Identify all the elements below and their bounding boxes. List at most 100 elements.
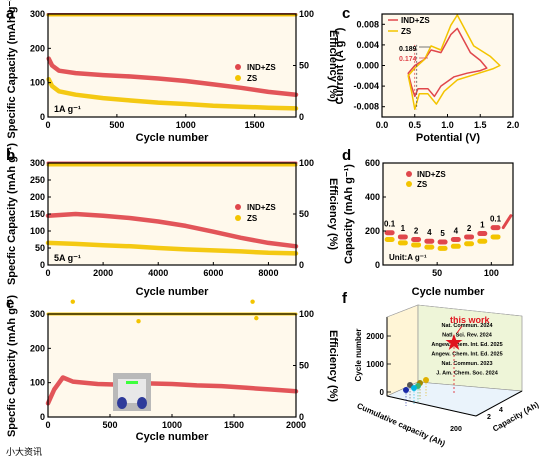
y-tick-label: 200 xyxy=(30,192,45,202)
y-tick-label: 0.000 xyxy=(356,61,379,71)
panel-d-series-layer: 0.1 1 2 4 5 4 2 10.1 xyxy=(384,214,513,251)
reference-label: Angew. Chem. Int. Ed. 2025 xyxy=(431,342,502,348)
panel-f-label: f xyxy=(342,290,348,307)
panel-f-this-work-label: this work xyxy=(450,315,491,325)
panel-f-reference-layer: Nat. Commun. 2024 Natl. Sci. Rev. 2024 Ang… xyxy=(403,323,503,406)
panel-c-label: c xyxy=(342,5,350,22)
rate-step-label: 4 xyxy=(454,227,459,236)
y-tick-label: 0 xyxy=(40,412,45,422)
reference-label: J. Am. Chem. Soc. 2024 xyxy=(436,371,498,377)
x-tick-label: 4000 xyxy=(148,268,168,278)
x-tick-label: 0.0 xyxy=(376,120,389,130)
panel-a-y2label: Efficiency (%) xyxy=(327,30,339,102)
panel-b-label: b xyxy=(6,147,15,164)
panel-a-legend-ind: IND+ZS xyxy=(247,63,276,72)
panel-f-zlabel: Cycle number xyxy=(354,329,363,382)
x-tick-label: 0.5 xyxy=(408,120,421,130)
panel-f: 0 1000 2000 200 2 4 Nat. Commun. 2024 Natl. Sc… xyxy=(342,290,541,448)
panel-c-series-layer xyxy=(407,14,501,111)
rate-segment-ind-zs xyxy=(397,234,408,240)
x-tick-label: 50 xyxy=(432,268,442,278)
z-tick-label: 0 xyxy=(380,388,385,397)
cell-photo-inset xyxy=(113,373,151,411)
panel-e-ylabel: Specfic Capacity (mAh g⁻¹) xyxy=(6,295,18,437)
cv-curve-zs xyxy=(407,14,501,111)
rate-segment-ind-zs xyxy=(450,237,461,242)
panel-d-legend-zs-marker xyxy=(406,181,412,187)
y-tick-label: 250 xyxy=(30,175,45,185)
panel-a-ticks: 0 500 1000 1500 0 100 200 300 0 50 100 xyxy=(30,9,314,130)
efficiency-outlier-point xyxy=(250,299,255,304)
a-series-ind-zs xyxy=(46,56,299,97)
x-tick-label: 6000 xyxy=(203,268,223,278)
y2-tick-label: 100 xyxy=(299,9,314,19)
rate-step-label: 1 xyxy=(401,224,406,233)
y-tick-label: 0.008 xyxy=(356,19,379,29)
y-tick-label: 0.004 xyxy=(356,40,379,50)
panel-c-legend-zs: ZS xyxy=(401,27,412,36)
x-tick-label: 1.5 xyxy=(474,120,487,130)
y2-tick-label: 50 xyxy=(299,209,309,219)
y-tick-label: 300 xyxy=(30,9,45,19)
rate-segment-ind-zs xyxy=(477,231,488,237)
reference-marker xyxy=(423,377,429,383)
y-tick-label: 300 xyxy=(30,158,45,168)
rate-step-label: 4 xyxy=(427,228,432,237)
panel-b-xlabel: Cycle number xyxy=(136,286,209,298)
x-tick-label: 500 xyxy=(102,420,117,430)
y-tick-label: 50 xyxy=(35,243,45,253)
rate-segment-zs xyxy=(477,238,488,244)
x-tick-label: 500 xyxy=(109,120,124,130)
rate-segment-ind-zs xyxy=(424,238,435,244)
rate-segment-zs xyxy=(490,234,501,240)
y-tick-label: 300 xyxy=(30,309,45,319)
panel-d-ylabel: Capacity (mAh g⁻¹) xyxy=(343,164,355,264)
panel-f-x-axis xyxy=(386,395,477,417)
reference-label: Natl. Sci. Rev. 2024 xyxy=(442,333,493,339)
panel-f-back-wall-left xyxy=(386,304,419,397)
y-tick-label: 400 xyxy=(365,192,380,202)
panel-e-y2label: Efficiency (%) xyxy=(327,330,339,402)
y-tick-label: 200 xyxy=(365,226,380,236)
x-tick-label: 8000 xyxy=(258,268,278,278)
panel-e-label: e xyxy=(6,295,14,312)
a-series-zs xyxy=(46,76,299,111)
rate-segment-ind-zs xyxy=(490,225,501,231)
panel-b-ylabel: Specfic Capacity (mAh g⁻¹) xyxy=(6,143,18,285)
cell-photo-glove-left xyxy=(117,397,127,409)
y-tick-label: -0.004 xyxy=(353,81,379,91)
y-tick-label: 0 xyxy=(40,112,45,122)
reference-marker xyxy=(403,387,409,393)
y-tick-label: 100 xyxy=(30,78,45,88)
rate-segment-zs xyxy=(464,241,475,247)
x-tick-label: 200 xyxy=(450,426,462,433)
panel-b-legend-ind-marker xyxy=(235,204,241,210)
panel-d-plot-area xyxy=(383,163,513,265)
y-tick-label: 100 xyxy=(30,378,45,388)
panel-c: 0.0 0.5 1.0 1.5 2.0 -0.008 -0.004 0.000 0.004 0.0… xyxy=(334,5,519,144)
rate-step-label: 2 xyxy=(467,224,472,233)
y2-tick-label: 0 xyxy=(299,260,304,270)
x-tick-label: 1000 xyxy=(176,120,196,130)
panel-b-legend-ind: IND+ZS xyxy=(247,203,276,212)
x-tick-label: 2.0 xyxy=(507,120,520,130)
rate-step-label: 0.1 xyxy=(490,215,502,224)
y-tick-label: 4 xyxy=(499,407,503,414)
rate-tail-ind-zs xyxy=(501,214,513,230)
y-tick-label: 2 xyxy=(487,414,491,421)
panel-c-annotation-ind: 0.174 xyxy=(399,56,417,63)
panel-b-legend-zs: ZS xyxy=(247,214,258,223)
panel-c-legend-ind: IND+ZS xyxy=(401,16,430,25)
panel-d-ticks: 50 100 0 200 400 600 xyxy=(365,158,499,278)
watermark-text: 小大资讯 xyxy=(6,446,42,457)
rate-segment-zs xyxy=(424,244,435,250)
y-tick-label: 0 xyxy=(375,260,380,270)
panel-a-xlabel: Cycle number xyxy=(136,132,209,144)
x-tick-label: 1500 xyxy=(224,420,244,430)
y-tick-label: 0 xyxy=(40,260,45,270)
panel-f-ylabel: Capacity (Ah) xyxy=(491,400,540,434)
x-tick-label: 0 xyxy=(45,268,50,278)
